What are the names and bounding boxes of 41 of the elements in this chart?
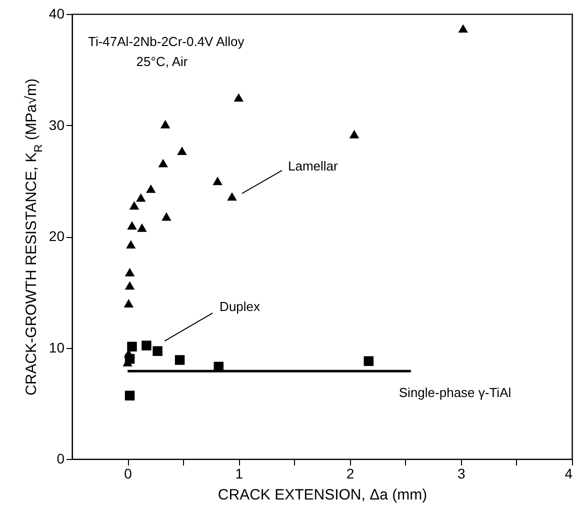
point	[124, 354, 135, 364]
y-tick-label: 40	[48, 6, 65, 22]
point	[129, 201, 140, 210]
text: Duplex	[220, 299, 261, 314]
series-label: Lamellar	[288, 158, 339, 174]
point	[227, 192, 237, 201]
x-tick-label: 0	[124, 466, 132, 482]
point	[146, 184, 156, 193]
x-tick-label: 4	[564, 466, 573, 482]
series-label: Single-phase γ-TiAl	[398, 385, 512, 400]
point	[137, 223, 147, 232]
x-axis-title: CRACK EXTENSION, Δa (mm)	[218, 486, 428, 504]
point	[126, 240, 136, 249]
point	[160, 120, 170, 128]
point	[162, 212, 172, 221]
x-tick-label: 2	[346, 466, 354, 482]
point	[152, 346, 162, 356]
point	[124, 281, 135, 290]
x-tick-label: 3	[457, 466, 466, 482]
point	[124, 268, 135, 276]
point	[124, 299, 134, 308]
point	[174, 355, 185, 365]
annotation: Ti-47Al-2Nb-2Cr-0.4V Alloy	[88, 34, 245, 49]
point	[212, 176, 222, 186]
y-tick-label: 30	[48, 116, 65, 133]
x-tick-label: 1	[235, 466, 244, 482]
point	[142, 340, 152, 350]
point	[234, 93, 244, 102]
point	[458, 24, 468, 33]
point	[349, 130, 360, 138]
y-tick-label: 10	[48, 339, 65, 356]
point	[127, 221, 137, 230]
point	[124, 390, 135, 400]
y-tick-label: 0	[56, 450, 65, 466]
point	[158, 158, 168, 168]
point	[177, 146, 187, 156]
annotation: 25°C, Air	[136, 54, 188, 69]
point	[136, 193, 146, 202]
point	[127, 342, 137, 352]
point	[364, 356, 374, 366]
y-tick-label: 20	[48, 228, 65, 244]
